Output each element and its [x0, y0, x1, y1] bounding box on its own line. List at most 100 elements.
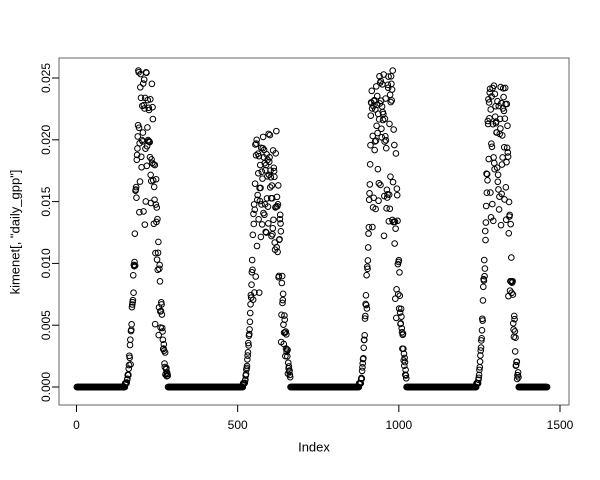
data-point [500, 143, 508, 151]
data-point [401, 354, 408, 362]
y-tick-label: 0.025 [39, 63, 53, 93]
data-point [382, 95, 389, 102]
data-point [480, 277, 488, 284]
data-point [249, 296, 257, 303]
data-point [389, 67, 397, 74]
data-point [253, 242, 261, 250]
data-point [505, 198, 513, 206]
data-point [391, 295, 399, 303]
data-point [254, 169, 262, 177]
data-point [153, 256, 161, 263]
data-point [255, 215, 262, 223]
data-point [361, 331, 368, 339]
data-point [279, 290, 287, 298]
data-point [153, 204, 161, 211]
data-point [131, 262, 139, 269]
data-point [393, 191, 401, 199]
data-point [123, 379, 131, 386]
data-point [258, 168, 266, 176]
data-point [246, 309, 254, 317]
data-point [511, 348, 519, 355]
data-point [495, 186, 502, 193]
data-point [134, 133, 142, 140]
data-point [143, 69, 150, 77]
data-point [510, 312, 518, 320]
data-point [386, 205, 394, 213]
data-point [360, 354, 367, 362]
data-point [490, 159, 498, 167]
data-point [159, 328, 166, 335]
data-point [477, 344, 485, 351]
data-point [377, 181, 384, 189]
data-point [389, 178, 397, 186]
data-point [147, 95, 154, 103]
data-point [367, 141, 374, 149]
data-point [503, 144, 511, 152]
data-point [361, 336, 368, 344]
data-point [286, 373, 294, 381]
data-point [125, 371, 132, 379]
data-point [500, 107, 508, 115]
data-point [244, 349, 252, 356]
data-point [370, 194, 377, 202]
data-point [385, 73, 392, 80]
data-point [158, 311, 166, 318]
data-point [486, 114, 493, 122]
data-point [248, 281, 255, 289]
data-point [254, 191, 261, 199]
data-point [146, 138, 153, 146]
data-point [502, 184, 510, 191]
data-point [391, 141, 398, 149]
data-point [128, 321, 135, 328]
data-point [481, 227, 489, 235]
data-point [372, 83, 380, 90]
data-point [253, 140, 260, 147]
data-point [270, 164, 278, 172]
data-point [273, 127, 280, 135]
data-point [368, 87, 376, 95]
data-point [267, 173, 275, 181]
data-point [384, 81, 392, 89]
data-point [284, 353, 291, 360]
data-point [364, 265, 371, 273]
data-point [394, 217, 401, 225]
data-point [513, 375, 521, 383]
data-point [263, 229, 270, 236]
data-point [382, 137, 390, 144]
data-point [401, 371, 409, 379]
x-tick-label: 1000 [385, 418, 412, 432]
data-point [156, 278, 164, 285]
data-point [504, 122, 511, 130]
data-point [400, 350, 408, 358]
data-point [361, 315, 369, 322]
data-point [401, 362, 408, 369]
y-tick-label: 0.020 [39, 124, 53, 154]
data-point [245, 339, 252, 347]
data-point [281, 312, 288, 319]
data-point [504, 149, 512, 156]
data-point [392, 225, 399, 232]
data-point [485, 99, 493, 106]
data-point [151, 320, 159, 328]
data-point [249, 266, 256, 274]
data-point [134, 145, 141, 152]
data-point [482, 202, 490, 210]
data-point [125, 365, 133, 372]
data-point [476, 366, 483, 374]
data-point [359, 364, 366, 371]
data-point [367, 112, 375, 119]
data-point [137, 153, 145, 161]
data-point [283, 331, 290, 338]
data-point [129, 272, 137, 279]
data-point [136, 208, 143, 216]
data-point [278, 272, 286, 280]
data-point [387, 173, 394, 180]
data-point [241, 379, 249, 387]
data-point [257, 184, 264, 192]
data-point [481, 272, 488, 280]
data-points [73, 67, 551, 391]
data-point [386, 120, 393, 128]
data-point [514, 369, 522, 376]
data-point [158, 301, 165, 308]
